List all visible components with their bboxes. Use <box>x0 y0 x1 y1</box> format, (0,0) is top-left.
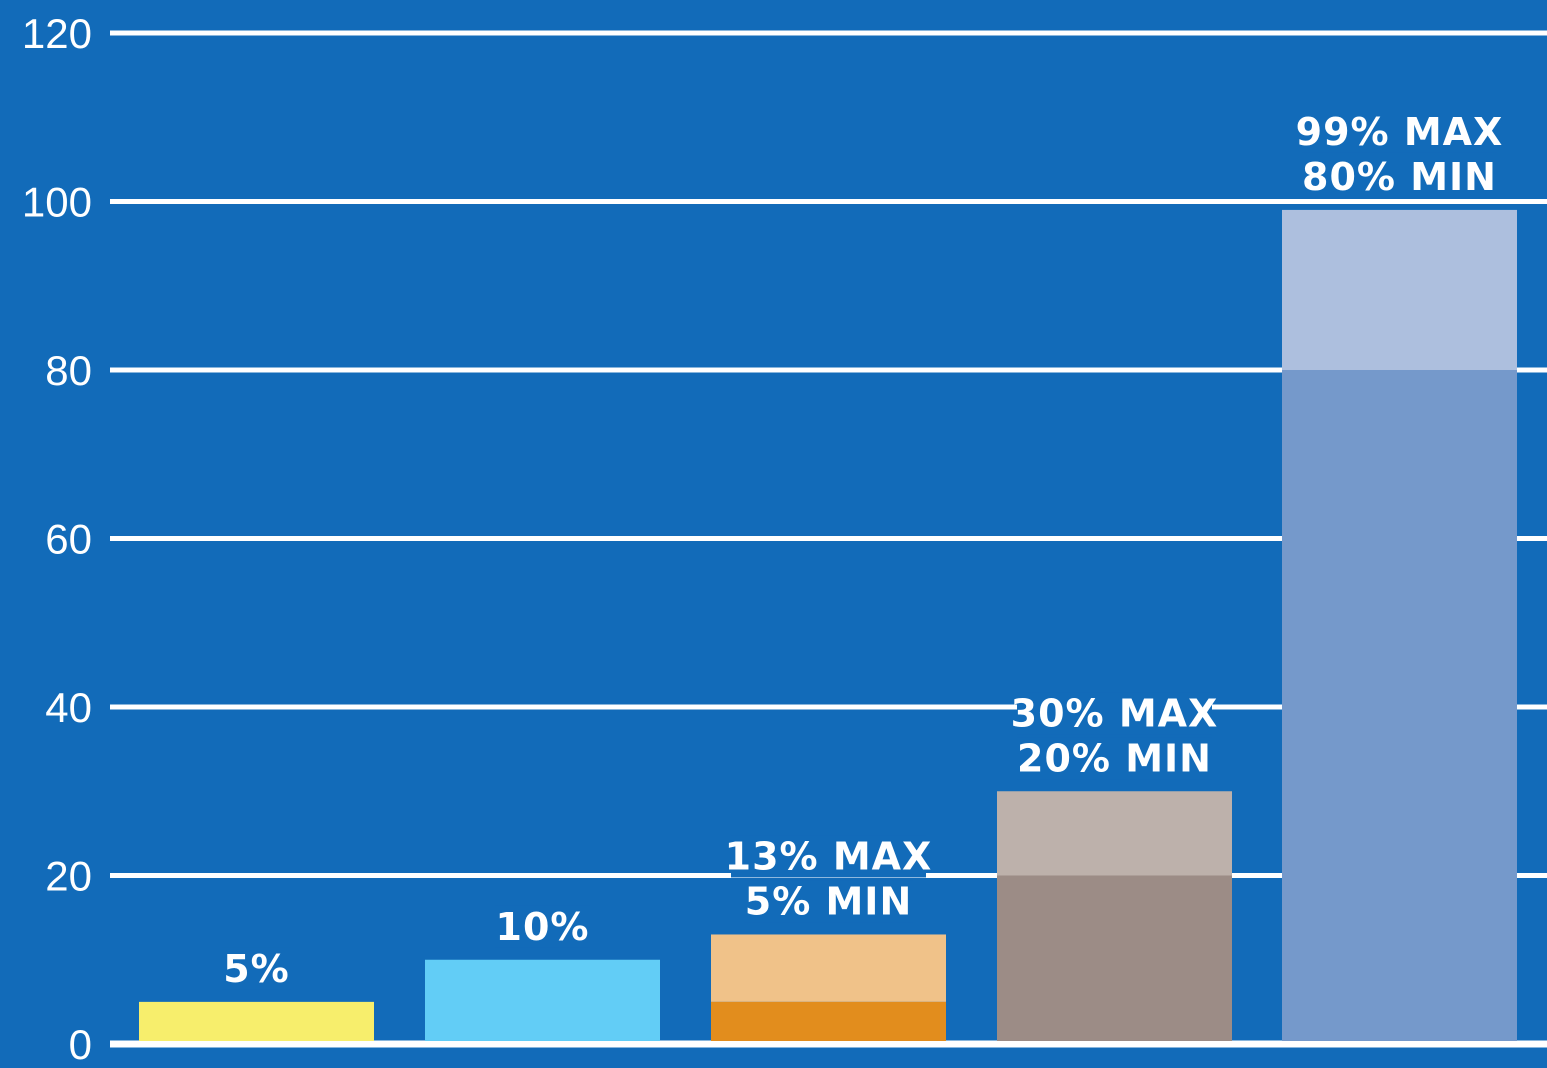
bar-4-max-segment <box>997 791 1232 876</box>
bar-3-label-line-1: 13% MAX <box>725 834 933 878</box>
bar-1 <box>139 1001 374 1041</box>
bar-4-label-line-1: 30% MAX <box>1011 691 1219 735</box>
bar-2-label-line-1: 10% <box>496 905 590 949</box>
data-label-backdrop <box>1017 737 1212 780</box>
y-tick-label: 120 <box>22 10 92 57</box>
bar-3-label-line-2: 5% MIN <box>745 879 913 923</box>
bar-4-min-segment <box>997 875 1232 1041</box>
data-label-backdrop <box>1017 692 1212 735</box>
data-label-backdrop <box>1302 110 1497 153</box>
y-tick-label: 60 <box>45 516 92 563</box>
bar-3-min-segment <box>711 1001 946 1041</box>
bar-1-label-line-1: 5% <box>223 947 290 991</box>
bar-3-max-segment <box>711 934 946 1002</box>
bar-5-max-segment <box>1282 209 1517 370</box>
y-axis-ticks: 0 20 40 60 80 100 120 <box>22 10 92 1068</box>
y-tick-label: 80 <box>45 347 92 394</box>
bar-5-label-line-2: 80% MIN <box>1302 155 1497 199</box>
data-label-backdrop <box>731 835 926 878</box>
data-label-backdrop <box>221 947 292 990</box>
y-tick-label: 40 <box>45 684 92 731</box>
y-tick-label: 0 <box>69 1021 92 1068</box>
bar-5-min-segment <box>1282 370 1517 1041</box>
bar-2 <box>425 959 660 1041</box>
data-label-backdrop <box>1302 155 1497 198</box>
data-label-backdrop <box>495 905 590 948</box>
bar-4-label-line-2: 20% MIN <box>1017 736 1212 780</box>
y-tick-label: 20 <box>45 853 92 900</box>
bars <box>139 209 1517 1041</box>
data-label-backdrop <box>743 880 914 923</box>
bar-5-label-line-1: 99% MAX <box>1296 110 1504 154</box>
y-tick-label: 100 <box>22 179 92 226</box>
